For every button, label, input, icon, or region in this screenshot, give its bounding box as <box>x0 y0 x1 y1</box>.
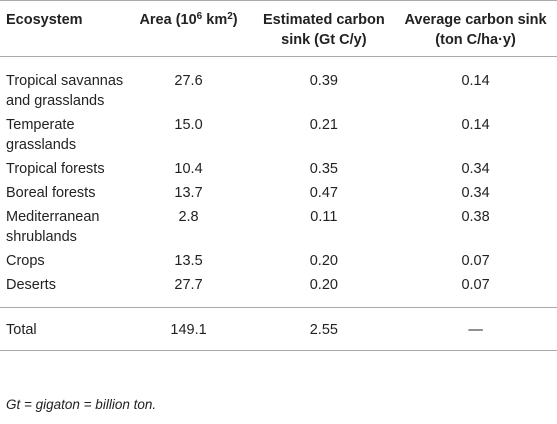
cell-ecosystem: Tropical savannas and grasslands <box>6 73 124 109</box>
table-row: Deserts 27.7 0.20 0.07 <box>0 272 557 308</box>
header-average-sink: Average carbon sink (ton C/ha·y) <box>394 0 557 57</box>
total-area: 149.1 <box>123 307 254 351</box>
header-row: Ecosystem Area (106 km2) Estimated carbo… <box>0 0 557 57</box>
total-row: Total 149.1 2.55 — <box>0 307 557 351</box>
cell-sink: 0.20 <box>309 277 338 293</box>
carbon-sink-table-container: Ecosystem Area (106 km2) Estimated carbo… <box>0 0 557 351</box>
cell-area: 2.8 <box>178 209 199 225</box>
cell-sink: 0.20 <box>309 253 338 269</box>
cell-area: 13.7 <box>174 185 203 201</box>
cell-area: 27.6 <box>174 73 203 89</box>
cell-avg: 0.38 <box>461 209 490 225</box>
table-row: Temperate grasslands 15.0 0.21 0.14 <box>0 112 557 156</box>
table-row: Crops 13.5 0.20 0.07 <box>0 248 557 272</box>
cell-ecosystem: Mediterranean shrublands <box>6 209 100 245</box>
header-area-unit: km <box>202 12 228 28</box>
carbon-sink-table: Ecosystem Area (106 km2) Estimated carbo… <box>0 0 557 351</box>
header-area-exponent-6: 6 <box>196 11 203 22</box>
cell-sink: 0.39 <box>309 73 338 89</box>
cell-avg: 0.34 <box>461 161 490 177</box>
cell-avg: 0.14 <box>461 117 490 133</box>
table-row: Boreal forests 13.7 0.47 0.34 <box>0 180 557 204</box>
cell-sink: 0.35 <box>309 161 338 177</box>
cell-avg: 0.07 <box>461 253 490 269</box>
total-label: Total <box>0 307 124 351</box>
table-row: Tropical forests 10.4 0.35 0.34 <box>0 156 557 180</box>
cell-ecosystem: Tropical forests <box>6 161 105 177</box>
table-row: Mediterranean shrublands 2.8 0.11 0.38 <box>0 204 557 248</box>
table-row: Tropical savannas and grasslands 27.6 0.… <box>0 57 557 113</box>
cell-ecosystem: Crops <box>6 253 45 269</box>
cell-area: 15.0 <box>174 117 203 133</box>
header-area-prefix: Area (10 <box>139 12 197 28</box>
cell-area: 10.4 <box>174 161 203 177</box>
header-estimated-sink: Estimated carbon sink (Gt C/y) <box>253 0 395 57</box>
cell-ecosystem: Temperate grasslands <box>6 117 77 153</box>
total-avg: — <box>394 307 557 351</box>
cell-avg: 0.14 <box>461 73 490 89</box>
cell-ecosystem: Deserts <box>6 277 56 293</box>
cell-avg: 0.07 <box>461 277 490 293</box>
cell-sink: 0.11 <box>310 209 338 225</box>
header-area: Area (106 km2) <box>123 0 254 57</box>
cell-sink: 0.21 <box>309 117 338 133</box>
table-footnote: Gt = gigaton = billion ton. <box>6 397 157 412</box>
total-sink: 2.55 <box>253 307 395 351</box>
cell-sink: 0.47 <box>309 185 338 201</box>
header-area-suffix: ) <box>232 12 238 28</box>
header-area-exponent-2: 2 <box>227 11 233 22</box>
cell-ecosystem: Boreal forests <box>6 185 96 201</box>
cell-area: 27.7 <box>174 277 203 293</box>
cell-area: 13.5 <box>174 253 203 269</box>
cell-avg: 0.34 <box>461 185 490 201</box>
header-ecosystem: Ecosystem <box>0 0 124 57</box>
